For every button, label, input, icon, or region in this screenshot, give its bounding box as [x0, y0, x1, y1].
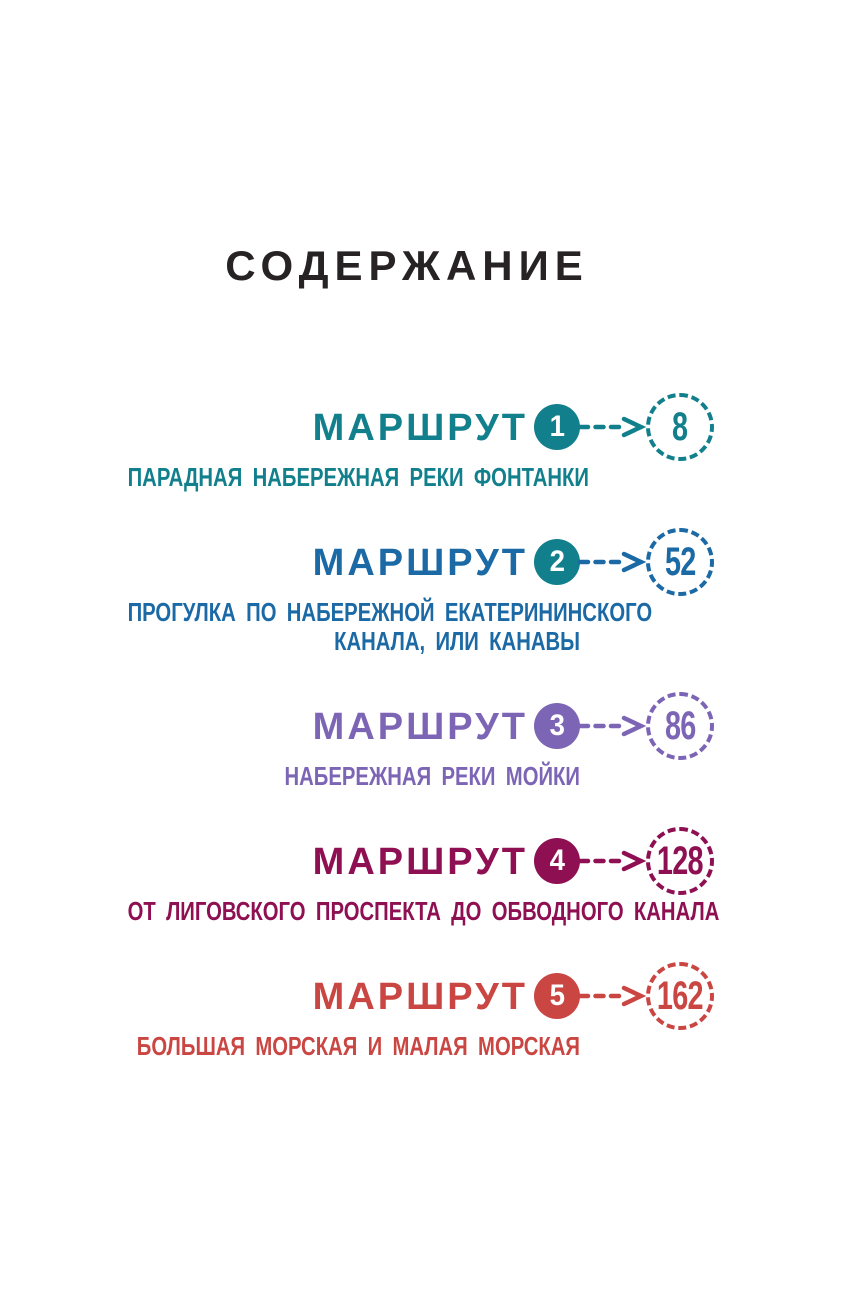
page-number: 162: [657, 974, 704, 1019]
route-entry-2: МАРШРУТ 2 52 ПРОГУЛКА ПО НАБЕРЕЖНОЙ ЕКАТ…: [0, 528, 844, 656]
route-subtitle-line-1: НАБЕРЕЖНАЯ РЕКИ МОЙКИ: [284, 761, 580, 792]
page-number-circle: 162: [646, 962, 714, 1031]
route-subtitle: НАБЕРЕЖНАЯ РЕКИ МОЙКИ: [0, 762, 580, 791]
route-entry-5: МАРШРУТ 5 162 БОЛЬШАЯ МОРСКАЯ И МАЛАЯ МО…: [0, 962, 844, 1061]
route-number-badge: 5: [534, 973, 580, 1020]
route-number: 3: [549, 709, 565, 743]
route-number: 1: [549, 410, 565, 444]
dashed-arrow-icon: [578, 715, 647, 737]
page-number-circle: 128: [646, 827, 714, 896]
route-title-row: МАРШРУТ 4 128: [0, 827, 844, 896]
route-subtitle-line-1: ПРОГУЛКА ПО НАБЕРЕЖНОЙ ЕКАТЕРИНИНСКОГО: [127, 597, 653, 628]
route-subtitle: ПАРАДНАЯ НАБЕРЕЖНАЯ РЕКИ ФОНТАНКИ: [0, 462, 589, 493]
route-number-badge: 3: [534, 703, 580, 750]
route-subtitle-line-1: БОЛЬШАЯ МОРСКАЯ И МАЛАЯ МОРСКАЯ: [136, 1031, 580, 1062]
route-subtitle: ПРОГУЛКА ПО НАБЕРЕЖНОЙ ЕКАТЕРИНИНСКОГО К…: [0, 597, 653, 657]
route-label: МАРШРУТ: [312, 705, 528, 748]
route-entry-4: МАРШРУТ 4 128 ОТ ЛИГОВСКОГО ПРОСПЕКТА ДО…: [0, 827, 844, 926]
route-title-row: МАРШРУТ 2 52: [0, 528, 844, 597]
route-subtitle: БОЛЬШАЯ МОРСКАЯ И МАЛАЯ МОРСКАЯ: [0, 1032, 580, 1061]
routes-list: МАРШРУТ 1 8 ПАРАДНАЯ НАБЕРЕЖНАЯ РЕКИ ФОН…: [0, 393, 844, 1061]
route-number: 4: [549, 844, 565, 878]
route-number-badge: 4: [534, 838, 580, 885]
route-number-badge: 2: [534, 539, 580, 586]
route-label: МАРШРУТ: [312, 541, 528, 584]
route-subtitle-line-1: ПАРАДНАЯ НАБЕРЕЖНАЯ РЕКИ ФОНТАНКИ: [127, 462, 589, 493]
page-number-circle: 8: [646, 393, 714, 462]
page-number: 8: [672, 405, 688, 450]
route-title-row: МАРШРУТ 1 8: [0, 393, 844, 462]
page-number-circle: 52: [646, 528, 714, 597]
route-subtitle-line-2: КАНАЛА, ИЛИ КАНАВЫ: [334, 626, 580, 657]
dashed-arrow-icon: [578, 416, 647, 438]
page-title: СОДЕРЖАНИЕ: [225, 242, 589, 289]
page-number: 52: [664, 540, 696, 585]
route-label: МАРШРУТ: [312, 975, 528, 1018]
route-entry-1: МАРШРУТ 1 8 ПАРАДНАЯ НАБЕРЕЖНАЯ РЕКИ ФОН…: [0, 393, 844, 492]
route-number-badge: 1: [534, 404, 580, 451]
route-title-row: МАРШРУТ 3 86: [0, 692, 844, 761]
route-label: МАРШРУТ: [312, 840, 528, 883]
dashed-arrow-icon: [578, 551, 647, 573]
page-number-circle: 86: [646, 692, 714, 761]
route-title-row: МАРШРУТ 5 162: [0, 962, 844, 1031]
route-number: 5: [549, 979, 565, 1013]
route-entry-3: МАРШРУТ 3 86 НАБЕРЕЖНАЯ РЕКИ МОЙКИ: [0, 692, 844, 791]
route-subtitle: ОТ ЛИГОВСКОГО ПРОСПЕКТА ДО ОБВОДНОГО КАН…: [0, 896, 720, 927]
page-number: 128: [657, 839, 704, 884]
route-subtitle-line-1: ОТ ЛИГОВСКОГО ПРОСПЕКТА ДО ОБВОДНОГО КАН…: [127, 896, 720, 927]
dashed-arrow-icon: [578, 985, 647, 1007]
page-number: 86: [664, 704, 696, 749]
route-number: 2: [549, 545, 565, 579]
dashed-arrow-icon: [578, 850, 647, 872]
route-label: МАРШРУТ: [312, 406, 528, 449]
